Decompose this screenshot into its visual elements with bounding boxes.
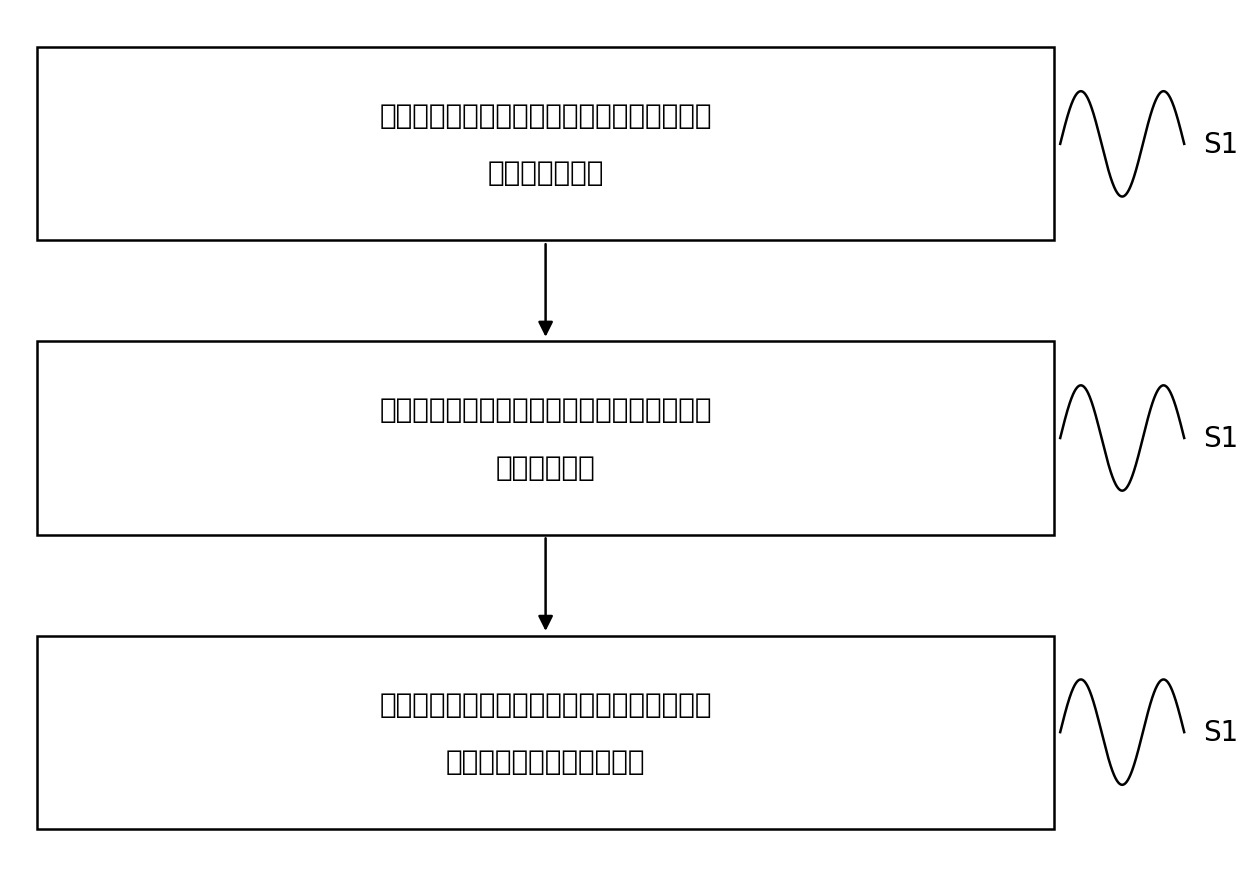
Text: 使主控芯片退出低功耗状态: 使主控芯片退出低功耗状态 [446,747,645,774]
Text: S110: S110 [1203,131,1240,159]
FancyBboxPatch shape [37,636,1054,829]
Text: 获取低功耗退出命令，根据低功耗退出命令重: 获取低功耗退出命令，根据低功耗退出命令重 [379,103,712,130]
Text: 运行加载完成的固件处理低功耗退出命令，以: 运行加载完成的固件处理低功耗退出命令，以 [379,690,712,717]
Text: S120: S120 [1203,424,1240,453]
Text: 调用固件加载程序执行低功耗退出动作，同时: 调用固件加载程序执行低功耗退出动作，同时 [379,396,712,424]
Text: S130: S130 [1203,718,1240,746]
Text: 新启动主控芯片: 新启动主控芯片 [487,160,604,187]
Text: 重新加载固件: 重新加载固件 [496,453,595,481]
FancyBboxPatch shape [37,48,1054,241]
FancyBboxPatch shape [37,342,1054,535]
